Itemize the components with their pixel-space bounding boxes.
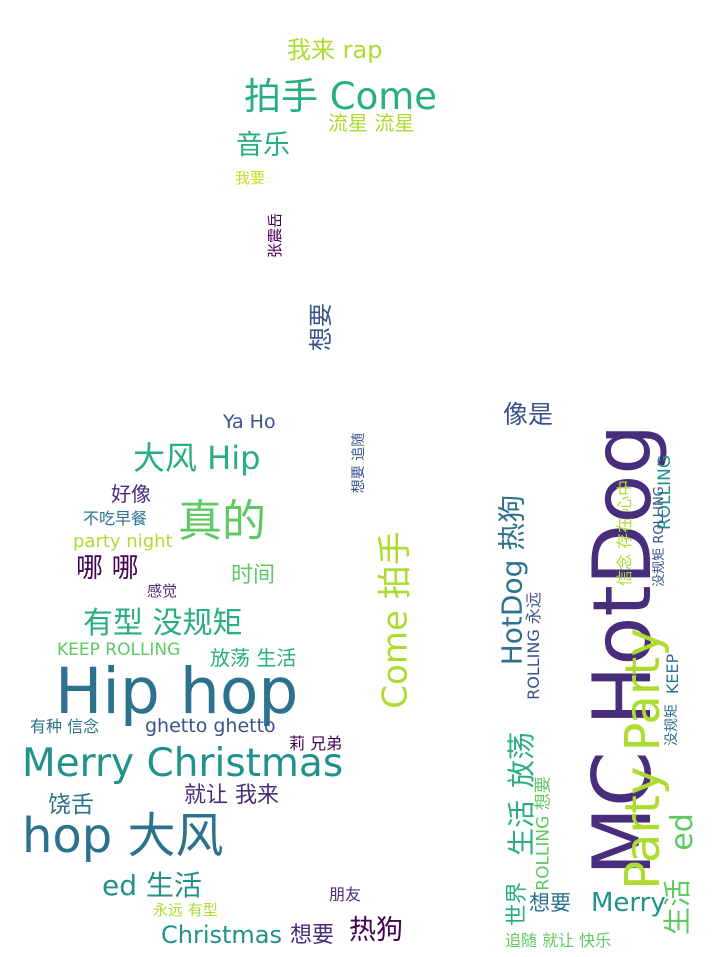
word-zhuisui-jiurang-kuaile: 追随 就让 快乐	[505, 931, 612, 950]
word-pengyou: 朋友	[329, 885, 362, 904]
word-hip-hop: Hip hop	[55, 655, 299, 728]
word-christmas: Christmas	[161, 921, 283, 949]
word-ed-shenghuo: ed 生活	[102, 869, 202, 902]
word-shijian: 时间	[231, 563, 276, 588]
word-haoxiang: 好像	[111, 482, 151, 506]
word-nana: 哪 哪	[76, 553, 139, 584]
word-keep: KEEP	[663, 653, 683, 695]
word-shenghuo-right: 生活	[661, 878, 695, 936]
word-paishou-come: 拍手 Come	[244, 75, 438, 118]
word-fangdang-shenghuo: 放荡 生活	[210, 646, 297, 670]
word-rolling-xiangyao: ROLLING 想要	[533, 776, 554, 891]
word-zhende: 真的	[178, 496, 266, 547]
word-ganjue: 感觉	[147, 582, 178, 600]
word-merry-christmas: Merry Christmas	[22, 741, 344, 786]
word-youzhong-xinnian: 有种 信念	[30, 717, 100, 736]
word-hotdog-regou: HotDog 热狗	[495, 494, 529, 666]
word-fangdang: 放荡	[505, 731, 539, 789]
word-li-xiongdi: 莉 兄弟	[289, 734, 343, 753]
word-keep-rolling: KEEP ROLLING	[57, 640, 181, 660]
word-rolling-yongyuan: ROLLING 永远	[523, 592, 543, 700]
word-merry: Merry	[591, 888, 666, 918]
word-xinnian-cunzai-xinzhong: 信念 存在 心中	[615, 479, 635, 587]
word-party-night: party night	[73, 531, 173, 552]
word-yongyuan-youxing: 永远 有型	[153, 901, 218, 919]
word-shenghuo-mid: 生活	[505, 799, 539, 857]
word-xiangyao-top: 想要	[307, 303, 335, 351]
word-yinyue: 音乐	[236, 130, 290, 161]
word-youxing-meiguiju: 有型 没规矩	[83, 606, 243, 641]
word-xiangshi: 像是	[503, 400, 554, 429]
word-dafeng-hip: 大风 Hip	[133, 439, 261, 477]
word-hop-dafeng: hop 大风	[22, 808, 224, 864]
word-liuxing: 流星 流星	[328, 111, 415, 135]
word-meiguiju-right: 没规矩	[664, 704, 680, 746]
word-ghetto: ghetto ghetto	[145, 715, 276, 737]
word-raoshe: 饶舌	[48, 792, 94, 818]
word-party-party: Party Party	[614, 628, 671, 890]
word-zhangzhenyue: 张震岳	[266, 212, 285, 259]
word-come-paishou: Come 拍手	[375, 531, 416, 709]
word-xiangyao-right: 想要	[529, 891, 571, 915]
word-ed: ed	[664, 813, 700, 851]
word-shijie: 世界	[505, 881, 531, 927]
word-xiangyao-zhuisui: 想要 追随	[351, 432, 368, 494]
word-regou: 热狗	[349, 915, 403, 946]
word-woyao: 我要	[235, 169, 266, 187]
word-jiurang-wolai: 就让 我来	[184, 783, 279, 808]
word-buchizaocan: 不吃早餐	[83, 509, 148, 528]
word-meiguiju-rolling: 没规矩 ROLLING	[651, 486, 667, 587]
word-yaho: Ya Ho	[223, 411, 276, 433]
word-wolairap: 我来 rap	[287, 36, 383, 64]
word-xiangyao-bottom: 想要	[290, 923, 335, 948]
